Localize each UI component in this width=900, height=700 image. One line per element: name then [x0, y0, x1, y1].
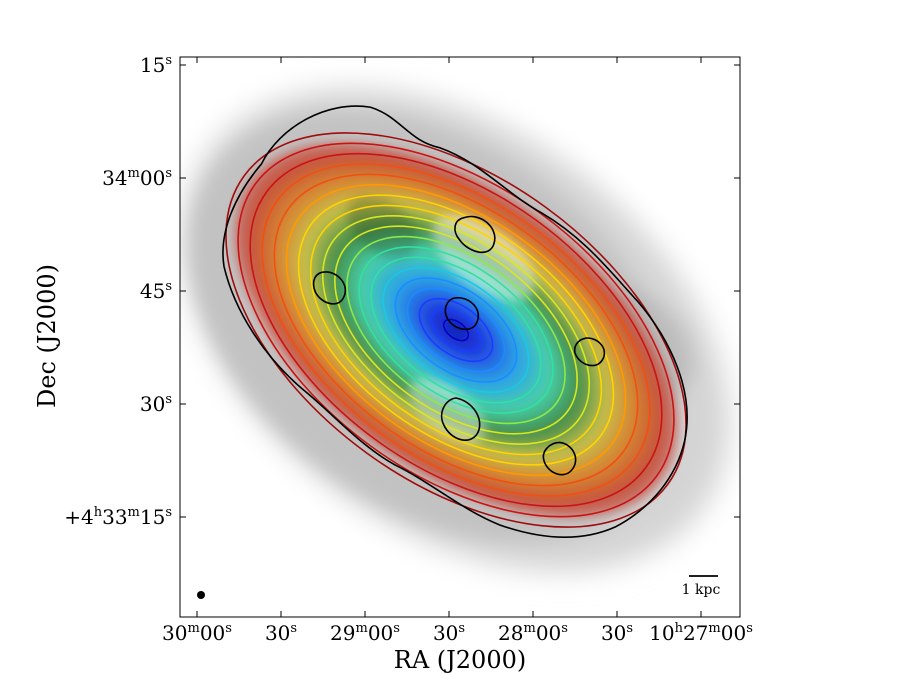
velocity-contour [442, 318, 470, 342]
plot-frame [179, 56, 741, 618]
velocity-field [233, 142, 679, 518]
velocity-contour [225, 132, 687, 528]
velocity-contour [430, 308, 482, 352]
velocity-contour [370, 256, 542, 404]
velocity-contours [225, 132, 687, 528]
y-axis-title: Dec (J2000) [33, 264, 61, 408]
x-tick-label: 29m00s [330, 621, 400, 645]
velocity-contour [418, 297, 494, 363]
plot-area: 1 kpc [182, 88, 730, 599]
x-tick-label: 30s [265, 621, 297, 645]
x-tick-label: 28m00s [498, 621, 568, 645]
y-tick-label: +4h33m15s [64, 505, 172, 529]
x-axis-title: RA (J2000) [394, 646, 526, 674]
velocity-contour [297, 194, 615, 466]
velocity-contour [237, 142, 675, 518]
y-axis: 15s 34m00s 45s 30s +4h33m15s [64, 53, 740, 529]
velocity-contour [249, 152, 663, 508]
velocity-contour [273, 173, 639, 487]
x-tick-label: 30s [601, 621, 633, 645]
x-axis: 30m00s 30s 29m00s 30s 28m00s 30s 10h27m00s [162, 57, 753, 645]
beam-marker [197, 591, 205, 599]
x-tick-label: 10h27m00s [649, 621, 753, 645]
velocity-contour [394, 277, 518, 383]
velocity-contour [358, 246, 554, 414]
x-tick-label: 30s [433, 621, 465, 645]
velocity-contour [334, 225, 578, 435]
y-tick-label: 30s [140, 392, 172, 416]
velocity-contour [261, 163, 651, 497]
column-density-contour [222, 105, 688, 539]
velocity-contour [285, 183, 627, 477]
y-tick-label: 34m00s [102, 166, 172, 190]
x-tick-label: 30m00s [162, 621, 232, 645]
beam-and-scalebar: 1 kpc [197, 575, 721, 599]
velocity-contour [382, 266, 530, 394]
velocity-contour [321, 215, 591, 445]
velocity-contour [309, 204, 603, 456]
velocity-contour [346, 235, 566, 425]
scalebar-label: 1 kpc [682, 582, 721, 598]
y-tick-label: 45s [140, 279, 172, 303]
velocity-contour [406, 287, 506, 373]
y-tick-label: 15s [140, 53, 172, 77]
